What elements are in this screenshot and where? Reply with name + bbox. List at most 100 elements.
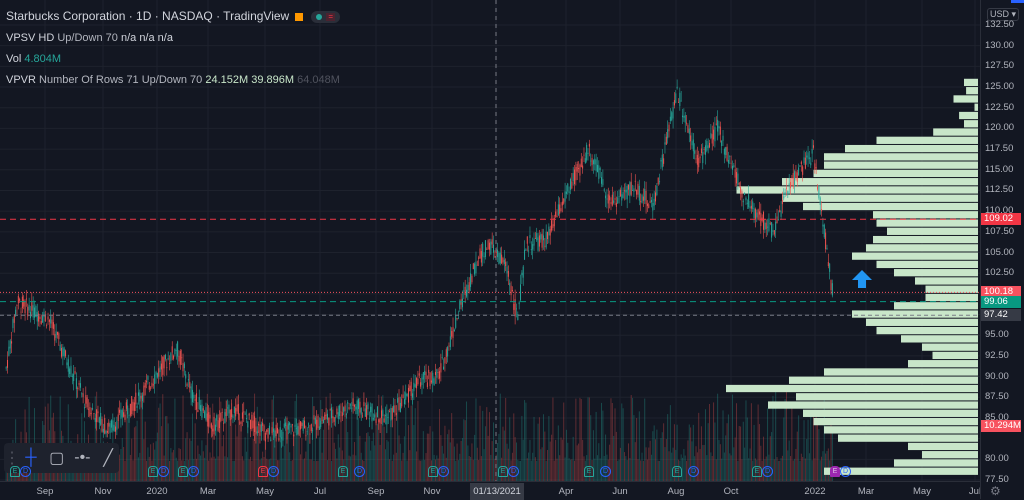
candle-body [21,296,23,309]
volume-bar [522,439,524,481]
vol-row[interactable]: Vol 4.804M [6,49,340,70]
drag-handle-icon[interactable]: ⋮ [4,450,20,467]
crosshair-tool-icon[interactable]: ┼ [25,449,37,466]
currency-selector[interactable]: USD ▾ [987,8,1020,21]
volume-bar [509,417,511,481]
candle-body [584,158,586,164]
volume-bar [532,452,534,481]
volume-bar [715,459,717,481]
earnings-icon[interactable]: E [10,466,20,477]
time-tick: Nov [423,486,441,497]
earnings-icon[interactable]: E [672,466,682,477]
candle-body [641,194,643,203]
volume-bar [285,424,287,481]
dividend-icon[interactable]: D [438,466,449,477]
candle-body [166,367,168,369]
earnings-icon[interactable]: E [178,466,188,477]
volume-profile-row [782,178,978,186]
volume-bar [738,425,740,481]
candle-body [266,429,268,432]
volume-bar [401,460,403,481]
candle-body [109,423,111,433]
dividend-icon[interactable]: D [188,466,199,477]
trend-line-tool-icon[interactable]: ╱ [103,450,113,467]
dividend-icon[interactable]: D [508,466,519,477]
price-axis[interactable]: USD ▾ 132.50 130.00 127.50 125.00 122.50 120.… [980,0,1024,499]
dividend-icon[interactable]: D [600,466,611,477]
candle-body [644,188,646,201]
volume-profile-row [824,153,978,161]
volume-profile-row [876,136,978,144]
candle-body [318,426,320,430]
candle-body [379,418,381,424]
candle-body [768,218,770,231]
earnings-icon[interactable]: E [148,466,158,477]
volume-bar [804,458,806,481]
volume-bar [528,452,530,481]
dividend-icon[interactable]: D [20,466,31,477]
dividend-icon[interactable]: D [840,466,851,477]
volume-bar [717,393,719,481]
candle-body [764,222,766,230]
earnings-icon[interactable]: E [428,466,438,477]
candle-body [88,408,90,410]
candle-body [308,423,310,425]
time-tick: Nov [94,486,112,497]
candle-body [719,126,721,135]
candle-body [515,308,517,310]
time-axis[interactable]: 01/13/2021 Sep Nov 2020 Mar May Jul Sep Nov Apr J… [0,481,981,500]
volume-profile-row [803,202,978,211]
earnings-icon[interactable]: E [338,466,348,477]
volume-bar [703,444,705,481]
candle-body [569,179,571,190]
candle-body [177,341,179,357]
rectangle-tool-icon[interactable]: ▢ [49,450,65,467]
earnings-icon[interactable]: E [258,466,268,477]
candle-body [763,211,765,230]
candle-body [156,373,158,378]
flag-icon[interactable] [295,13,304,22]
candle-body [198,397,200,410]
candle-body [140,395,142,399]
volume-bar [704,409,706,481]
settings-gear-icon[interactable]: ⚙ [990,484,1001,498]
earnings-icon[interactable]: E [830,466,840,477]
candle-body [178,355,180,362]
candle-body [283,423,285,428]
dividend-icon[interactable]: D [688,466,699,477]
volume-bar [406,460,408,481]
volume-bar [434,459,436,481]
price-tag: 97.42 [981,309,1021,322]
market-status-pill[interactable]: = [311,11,341,24]
earnings-icon[interactable]: E [498,466,508,477]
candle-body [733,165,735,167]
candle-body [309,433,311,435]
volume-bar [799,460,801,481]
candle-body [322,419,324,423]
volume-bar [787,450,789,481]
candle-body [474,263,476,275]
dividend-icon[interactable]: D [762,466,773,477]
volume-bar [568,458,570,481]
candle-body [349,404,351,406]
candle-body [58,333,60,340]
horizontal-line-tool-icon[interactable]: -•- [74,449,91,466]
volume-bar [413,425,415,481]
volume-bar [638,411,640,481]
candle-body [9,340,11,349]
dividend-icon[interactable]: D [268,466,279,477]
earnings-icon[interactable]: E [752,466,762,477]
candle-body [27,306,29,317]
earnings-icon[interactable]: E [584,466,594,477]
volume-bar [719,444,721,481]
candle-body [707,145,709,149]
dividend-icon[interactable]: D [158,466,169,477]
candle-body [791,178,793,180]
vpsv-row[interactable]: VPSV HD Up/Down 70 n/a n/a n/a [6,28,340,49]
volume-bar [428,433,430,481]
candle-body [200,405,202,412]
volume-bar [390,417,392,481]
price-chart[interactable] [0,0,980,481]
vpvr-row[interactable]: VPVR Number Of Rows 71 Up/Down 70 24.152… [6,70,340,91]
dividend-icon[interactable]: D [354,466,365,477]
